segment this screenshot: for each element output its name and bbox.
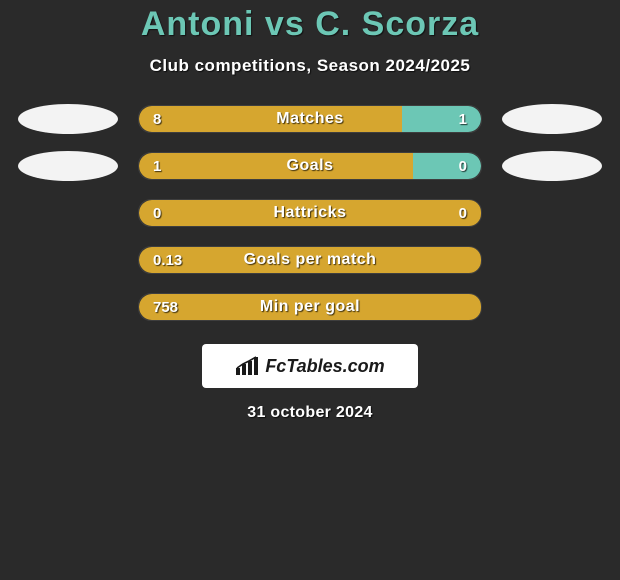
stat-bar: Hattricks0 0: [138, 199, 482, 227]
brand-chart-icon: [235, 356, 259, 376]
bar-left-value: 758: [153, 294, 178, 320]
stat-row: Matches8 1: [0, 104, 620, 134]
stat-bar: Matches8 1: [138, 105, 482, 133]
bar-label: Hattricks: [139, 200, 481, 226]
stat-bar: Goals per match0.13: [138, 246, 482, 274]
stat-row: Goals per match0.13: [0, 245, 620, 275]
bar-left-value: 0: [153, 200, 161, 226]
bar-right-value: 0: [459, 200, 467, 226]
player2-name: C. Scorza: [315, 5, 479, 43]
subtitle: Club competitions, Season 2024/2025: [150, 56, 471, 76]
stat-bar: Goals1 0: [138, 152, 482, 180]
stat-row: Hattricks0 0: [0, 198, 620, 228]
vs-text: vs: [265, 5, 305, 43]
bar-left-value: 1: [153, 153, 161, 179]
page-title: Antoni vs C. Scorza: [141, 5, 479, 44]
left-bubble: [18, 104, 118, 134]
right-bubble: [502, 104, 602, 134]
bar-label: Goals per match: [139, 247, 481, 273]
bar-right-value: 1: [459, 106, 467, 132]
brand-text: FcTables.com: [265, 356, 384, 377]
bar-left-value: 0.13: [153, 247, 182, 273]
stat-row: Min per goal758: [0, 292, 620, 322]
left-bubble: [18, 151, 118, 181]
stat-rows: Matches81Goals10Hattricks00Goals per mat…: [0, 104, 620, 322]
stat-bar: Min per goal758: [138, 293, 482, 321]
right-bubble: [502, 151, 602, 181]
bar-left-value: 8: [153, 106, 161, 132]
bar-label: Min per goal: [139, 294, 481, 320]
date-text: 31 october 2024: [247, 404, 372, 422]
bar-label: Matches: [139, 106, 481, 132]
bar-right-value: 0: [459, 153, 467, 179]
stat-row: Goals1 0: [0, 151, 620, 181]
player1-name: Antoni: [141, 5, 255, 43]
brand-badge: FcTables.com: [202, 344, 418, 388]
bar-label: Goals: [139, 153, 481, 179]
